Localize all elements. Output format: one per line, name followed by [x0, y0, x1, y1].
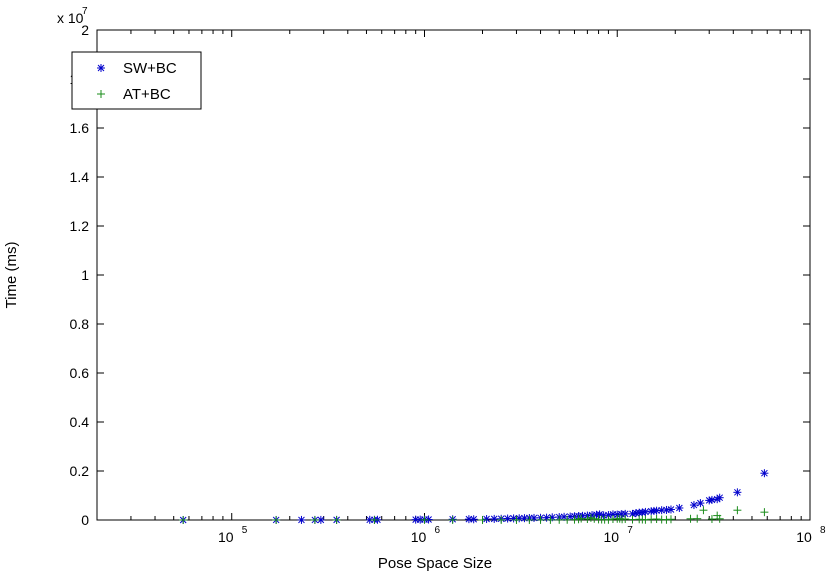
data-point: [760, 469, 769, 478]
data-point: [707, 495, 716, 504]
data-point: [563, 515, 572, 524]
y-exponent-power: 7: [82, 6, 88, 17]
data-point: [555, 515, 564, 524]
x-tick-exponent: 8: [820, 525, 826, 536]
y-tick-label: 0.2: [70, 463, 90, 479]
data-point: [689, 501, 698, 510]
data-point: [583, 515, 592, 524]
data-point: [310, 515, 319, 524]
x-tick-base: 10: [796, 529, 812, 545]
x-tick-exponent: 6: [434, 525, 440, 536]
legend: SW+BC AT+BC: [71, 51, 202, 110]
data-point: [448, 515, 457, 524]
data-point: [733, 488, 742, 497]
data-point: [590, 514, 599, 523]
legend-label-at-bc: AT+BC: [123, 86, 171, 103]
data-point: [586, 513, 595, 522]
data-point: [482, 515, 491, 524]
x-tick-base: 10: [218, 529, 234, 545]
data-point: [760, 508, 769, 517]
data-point: [733, 506, 742, 515]
legend-box: [71, 51, 202, 110]
y-tick-label: 1.2: [70, 218, 90, 234]
data-point: [546, 515, 555, 524]
data-point: [715, 493, 724, 502]
data-point: [490, 514, 499, 523]
data-point: [693, 514, 702, 523]
y-tick-label: 0.8: [70, 316, 90, 332]
x-tick-exponent: 5: [242, 525, 248, 536]
legend-marker-sw-bc: [97, 64, 105, 72]
x-tick-base: 10: [603, 529, 619, 545]
legend-marker-at-bc: [97, 90, 105, 98]
y-tick-label: 0.4: [70, 414, 90, 430]
data-point: [525, 515, 534, 524]
data-point: [686, 514, 695, 523]
data-point: [179, 515, 188, 524]
x-tick-base: 10: [411, 529, 427, 545]
plot-area: [96, 29, 811, 521]
data-point: [699, 506, 708, 515]
y-tick-label: 0: [81, 512, 89, 528]
data-markers: [179, 469, 769, 524]
data-point: [715, 514, 724, 523]
data-point: [707, 515, 716, 524]
data-point: [666, 505, 675, 514]
data-point: [478, 515, 487, 524]
data-point: [666, 515, 675, 524]
y-tick-label: 2: [81, 22, 89, 38]
data-point: [420, 515, 429, 524]
data-point: [675, 503, 684, 512]
data-point: [536, 515, 545, 524]
legend-marker-symbol: [97, 90, 105, 98]
x-tick-label: 10 6: [411, 525, 441, 545]
data-point: [497, 515, 506, 524]
legend-marker-symbol: [97, 64, 105, 72]
data-point: [332, 515, 341, 524]
y-tick-label: 1: [81, 267, 89, 283]
data-point: [628, 515, 637, 524]
data-point: [503, 514, 512, 523]
data-point: [272, 515, 281, 524]
legend-label-sw-bc: SW+BC: [123, 60, 177, 77]
x-tick-exponent: 7: [627, 525, 633, 536]
data-point: [604, 515, 613, 524]
y-tick-label: 1.4: [70, 169, 90, 185]
series-at-bc: [179, 506, 769, 524]
data-point: [469, 515, 478, 524]
x-tick-label: 10 7: [603, 525, 633, 545]
x-tick-label: 10 8: [796, 525, 826, 545]
y-tick-label: 1.6: [70, 120, 90, 136]
y-tick-label: 0.6: [70, 365, 90, 381]
data-point: [512, 515, 521, 524]
y-exponent-base: x 10: [57, 10, 84, 26]
x-tick-label: 10 5: [218, 525, 248, 545]
data-point: [641, 507, 650, 516]
y-axis-label: Time (ms): [3, 242, 20, 309]
data-point: [604, 511, 613, 520]
data-point: [621, 515, 630, 524]
x-axis-label: Pose Space Size: [378, 555, 492, 572]
data-point: [297, 515, 306, 524]
data-point: [696, 499, 705, 508]
data-point: [370, 515, 379, 524]
